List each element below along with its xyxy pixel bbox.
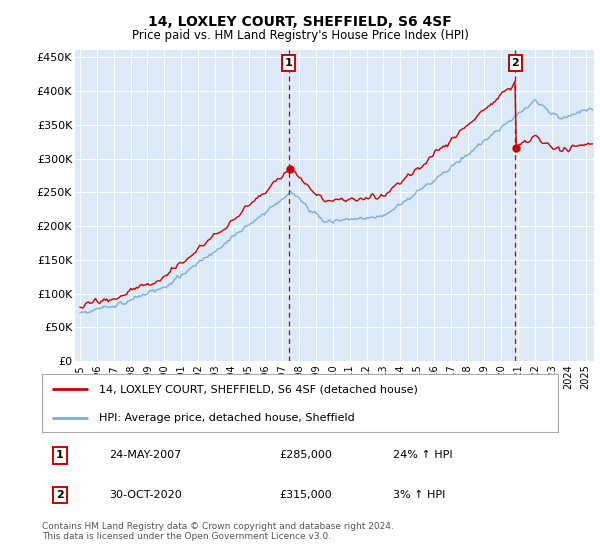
Text: 14, LOXLEY COURT, SHEFFIELD, S6 4SF: 14, LOXLEY COURT, SHEFFIELD, S6 4SF [148, 15, 452, 29]
Text: 14, LOXLEY COURT, SHEFFIELD, S6 4SF (detached house): 14, LOXLEY COURT, SHEFFIELD, S6 4SF (det… [99, 384, 418, 394]
Text: £315,000: £315,000 [280, 490, 332, 500]
Text: HPI: Average price, detached house, Sheffield: HPI: Average price, detached house, Shef… [99, 413, 355, 423]
Text: 3% ↑ HPI: 3% ↑ HPI [393, 490, 445, 500]
Text: Contains HM Land Registry data © Crown copyright and database right 2024.
This d: Contains HM Land Registry data © Crown c… [42, 522, 394, 542]
Text: 30-OCT-2020: 30-OCT-2020 [109, 490, 182, 500]
Text: 24-MAY-2007: 24-MAY-2007 [109, 450, 181, 460]
Text: 2: 2 [56, 490, 64, 500]
Text: 2: 2 [511, 58, 519, 68]
Text: 24% ↑ HPI: 24% ↑ HPI [393, 450, 452, 460]
Text: Price paid vs. HM Land Registry's House Price Index (HPI): Price paid vs. HM Land Registry's House … [131, 29, 469, 42]
Text: 1: 1 [56, 450, 64, 460]
Text: 1: 1 [285, 58, 293, 68]
Text: £285,000: £285,000 [280, 450, 332, 460]
